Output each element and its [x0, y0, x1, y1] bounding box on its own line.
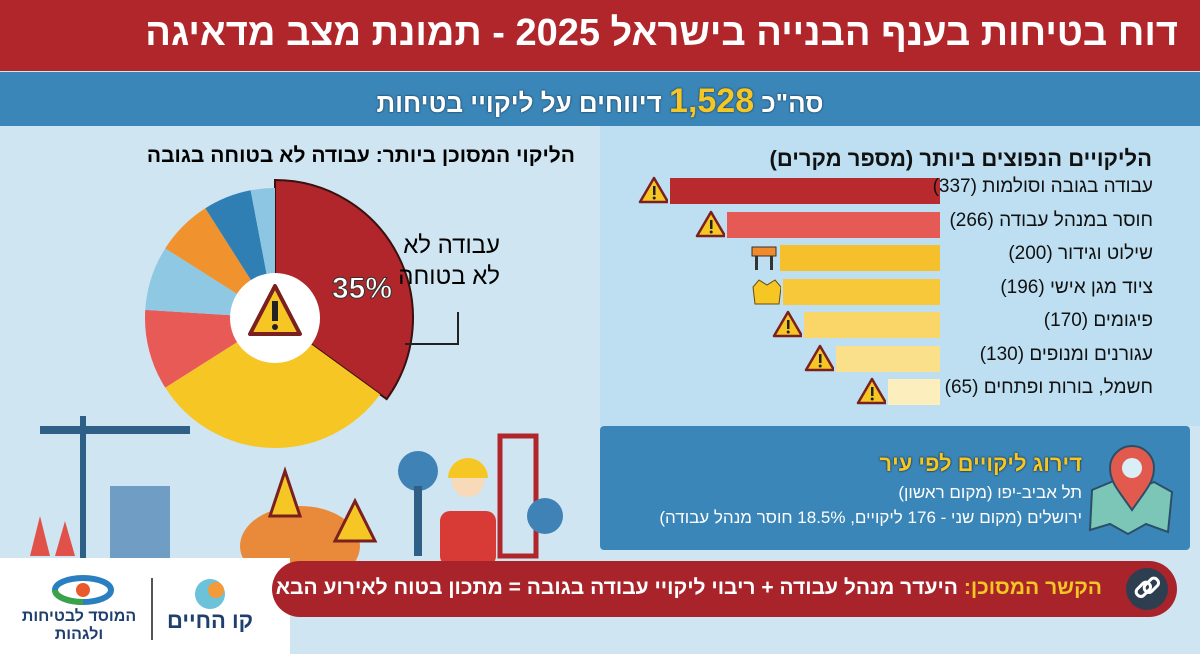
bar-chart-title: הליקויים הנפוצים ביותר (מספר מקרים)	[769, 146, 1153, 171]
bar-row: ציוד מגן אישי (196)	[600, 277, 1200, 307]
bar	[670, 178, 940, 204]
construction-illustration	[30, 416, 563, 566]
city-rank-1: תל אביב-יפו (מקום ראשון)	[898, 483, 1082, 502]
bar-row: עבודה בגובה וסולמות (337)	[600, 176, 1200, 206]
city-ranking-box: דירוג ליקויים לפי עיר תל אביב-יפו (מקום …	[600, 426, 1190, 550]
pie-chart-title: הליקוי המסוכן ביותר: עבודה לא בטוחה בגוב…	[147, 144, 575, 167]
electric-warning-icon	[856, 377, 886, 405]
bar-label: פיגומים (170)	[1043, 310, 1153, 331]
city-ranking-title: דירוג ליקויים לפי עיר	[879, 451, 1082, 476]
warning-icon	[772, 310, 802, 338]
crane-warning-icon	[804, 344, 834, 371]
bar-label: עבודה בגובה וסולמות (337)	[932, 176, 1153, 197]
bar	[780, 245, 940, 271]
mosad-logo-icon	[52, 575, 114, 605]
banner-key: הקשר המסוכן:	[963, 576, 1102, 599]
barrier-icon	[751, 246, 777, 270]
pie-slice	[165, 318, 381, 448]
warning-icon	[695, 210, 726, 237]
pie-slice	[274, 178, 414, 401]
bar-label: חוסר במנהל עבודה (266)	[949, 209, 1153, 231]
bar-label: עגורנים ומנופים (130)	[979, 343, 1153, 365]
bar-row: שילוט וגידור (200)	[600, 243, 1200, 273]
city-rank-2: ירושלים (מקום שני - 176 ליקויים, 18.5% ח…	[659, 508, 1082, 527]
chain-link-icon	[1126, 568, 1168, 610]
bar	[804, 312, 940, 338]
pie-chart: 35% עבודה לא לא בטוחה הליקוי המסוכן ביות…	[30, 144, 575, 566]
total-band: סה"כ 1,528 דיווחים על ליקויי בטיחות	[0, 72, 1200, 126]
total-prefix: סה"כ	[761, 88, 824, 118]
fall-warning-icon	[639, 176, 669, 204]
danger-banner: הקשר המסוכן: היעדר מנהל עבודה + ריבוי לי…	[272, 561, 1177, 617]
pie-highlight-label: 35%	[332, 272, 392, 305]
bar	[727, 211, 940, 238]
kav-hachaim-logo: קו החיים	[166, 608, 254, 633]
title-band: דוח בטיחות בענף הבנייה בישראל 2025 - תמו…	[0, 0, 1200, 71]
bar-row: חוסר במנהל עבודה (266)	[600, 210, 1200, 240]
bar-label: חשמל, בורות ופתחים (65)	[944, 377, 1153, 398]
bar	[836, 345, 940, 372]
callout-line	[405, 312, 459, 345]
logo-area: קו החיים המוסד לבטיחות ולגהות	[0, 558, 290, 654]
safety-vest-icon	[752, 278, 782, 304]
banner-text: היעדר מנהל עבודה + ריבוי ליקויי עבודה בג…	[275, 576, 958, 599]
warning-icon	[248, 284, 302, 336]
map-pin-icon	[1088, 445, 1174, 536]
total-number: 1,528	[669, 82, 755, 120]
bar-label: ציוד מגן אישי (196)	[1000, 276, 1153, 298]
page-title: דוח בטיחות בענף הבנייה בישראל 2025 - תמו…	[145, 12, 1178, 54]
logo-divider	[151, 578, 153, 640]
bar-row: פיגומים (170)	[600, 310, 1200, 340]
bar	[783, 278, 940, 305]
total-suffix: דיווחים על ליקויי בטיחות	[376, 88, 662, 118]
bar-row: חשמל, בורות ופתחים (65)	[600, 377, 1200, 407]
callout-line-2: לא בטוחה	[398, 263, 500, 290]
bar-row: עגורנים ומנופים (130)	[600, 344, 1200, 374]
mosad-logo: המוסד לבטיחות ולגהות	[21, 608, 137, 643]
bar-label: שילוט וגידור (200)	[1008, 243, 1153, 264]
kav-hachaim-logo-icon	[195, 579, 225, 609]
bar	[888, 379, 940, 405]
bar-chart-panel: הליקויים הנפוצים ביותר (מספר מקרים) עבוד…	[600, 126, 1200, 426]
callout-line-1: עבודה לא	[403, 232, 500, 259]
